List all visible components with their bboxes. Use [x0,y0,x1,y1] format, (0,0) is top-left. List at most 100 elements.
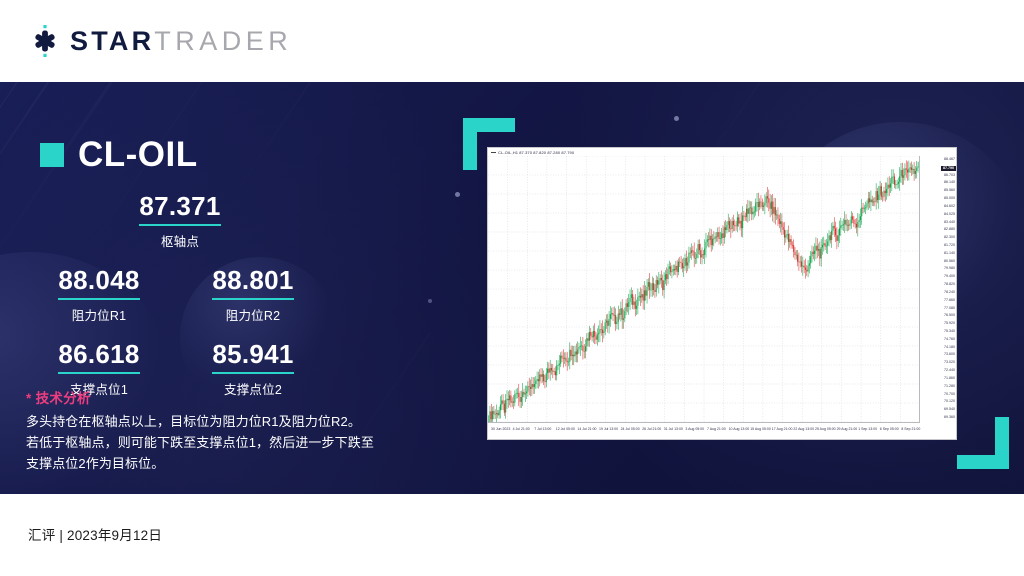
time-tick-label: 8 Sep 21:00 [901,427,921,431]
price-tick-label: 84.025 [944,211,955,216]
price-tick-label: 84.602 [944,203,955,208]
resistance-1-value: 88.048 [58,266,140,301]
time-tick-label: 1 Sep 13:00 [858,427,878,431]
page-footer: 汇评 | 2023年9月12日 [0,494,1024,576]
price-tick-label: 73.600 [944,352,955,357]
price-tick-label: 69.540 [944,407,955,412]
chart-ohlc-text: CL-OIL,H1 87.370 87.820 87.280 87.790 [498,150,575,155]
footer-text: 汇评 | 2023年9月12日 [28,528,163,543]
price-tick-label: 77.660 [944,297,955,302]
corner-bracket-bottom-right [957,417,1009,469]
price-tick-label: 76.500 [944,313,955,318]
stat-pivot-point: 87.371 枢轴点 [139,191,221,250]
brand-name-light: TRADER [154,25,293,56]
time-tick-label: 15 Aug 05:00 [750,427,771,431]
price-tick-label: 70.700 [944,391,955,396]
price-tick-label: 70.120 [944,399,955,404]
price-chart[interactable]: CL-OIL,H1 87.370 87.820 87.280 87.790 88… [487,147,957,440]
price-tick-label: 85.560 [944,188,955,193]
price-tick-label: 72.440 [944,368,955,373]
star-asterisk-icon [28,24,62,58]
price-tick-label: 69.360 [944,415,955,419]
price-tick-label: 79.980 [944,266,955,271]
time-tick-label: 17 Aug 21:00 [771,427,793,431]
pivot-point-label: 枢轴点 [160,235,200,250]
price-tick-label: 79.400 [944,274,955,279]
square-bullet-icon [40,142,64,167]
time-tick-label: 14 Jul 21:00 [577,427,597,431]
stat-support-2: 85.941 支撑点位2 [184,340,322,398]
bg-planet [180,257,340,417]
time-tick-label: 7 Aug 21:00 [707,427,726,431]
stat-support-1: 86.618 支撑点位1 [30,340,168,398]
resistance-1-label: 阻力位R1 [71,309,127,324]
time-tick-label: 26 Jul 21:00 [642,427,662,431]
support-2-value: 85.941 [212,340,294,375]
price-tick-label: 75.340 [944,329,955,333]
pivot-point-value: 87.371 [139,191,221,227]
price-tick-label: 81.720 [944,243,955,247]
price-tick-label: 74.180 [944,344,955,349]
time-tick-label: 6 Sep 05:00 [879,427,899,431]
stat-resistance-1: 88.048 阻力位R1 [30,266,168,324]
price-tick-label: 71.860 [944,375,955,380]
price-tick-label: 77.080 [944,305,955,310]
time-tick-label: 7 Jul 13:00 [534,427,552,431]
price-tick-label: 80.560 [944,258,955,263]
current-price-label: 87.790 [941,165,956,172]
bg-dot [455,192,460,197]
analysis-line-3: 支撑点位2作为目标位。 [26,456,165,472]
stat-resistance-2: 88.801 阻力位R2 [184,266,322,324]
instrument-symbol: CL-OIL [78,135,198,174]
time-tick-label: 3 Aug 05:00 [685,427,705,431]
support-1-value: 86.618 [58,340,140,375]
brand-logo: STARTRADER [28,24,292,58]
chart-time-axis: 30 Jun 2023 4 Jul 21:00 7 Jul 13:00 12 Jul … [488,422,920,439]
time-tick-label: 25 Aug 05:00 [815,427,836,431]
time-tick-label: 30 Jun 2023 [491,427,511,431]
resistance-2-label: 阻力位R2 [225,309,281,324]
price-tick-label: 81.140 [944,250,955,255]
time-tick-label: 31 Jul 13:00 [663,427,683,431]
price-tick-label: 82.300 [944,235,955,240]
brand-name: STARTRADER [70,25,293,56]
price-tick-label: 75.920 [944,321,955,326]
technical-analysis: * 技术分析 多头持仓在枢轴点以上，目标位为阻力位R1及阻力位R2。 若低于枢轴… [26,387,406,474]
time-tick-label: 10 Aug 13:00 [728,427,750,431]
chart-ohlc-header: CL-OIL,H1 87.370 87.820 87.280 87.790 [491,150,574,155]
analysis-title: * 技术分析 [26,391,91,406]
price-tick-label: 86.703 [944,172,955,177]
time-tick-label: 4 Jul 21:00 [512,427,530,431]
resistance-2-value: 88.801 [212,266,294,301]
bg-dot [428,299,432,303]
time-tick-label: 22 Aug 13:00 [793,427,815,431]
main-panel: CL-OIL 87.371 枢轴点 88.048 阻力位R1 88.801 阻力… [0,82,1024,494]
price-tick-label: 85.000 [944,196,955,201]
time-tick-label: 19 Jul 13:00 [599,427,619,431]
brand-name-bold: STAR [70,25,155,56]
support-2-label: 支撑点位2 [224,383,282,398]
chart-plot-area [488,156,920,422]
analysis-body: 多头持仓在枢轴点以上，目标位为阻力位R1及阻力位R2。 若低于枢轴点，则可能下跌… [26,411,406,474]
time-tick-label: 12 Jul 05:00 [555,427,575,431]
price-tick-label: 88.467 [944,157,955,161]
time-tick-label: 24 Jul 05:00 [620,427,640,431]
pivot-stats: 87.371 枢轴点 88.048 阻力位R1 88.801 阻力位R2 86.… [26,191,326,398]
chart-price-axis: 88.467 87.790 86.703 86.140 85.560 85.000 84.6… [919,156,956,422]
price-tick-label: 73.020 [944,360,955,365]
analysis-line-1: 多头持仓在枢轴点以上，目标位为阻力位R1及阻力位R2。 [26,414,361,429]
price-tick-label: 83.440 [944,219,955,224]
analysis-line-2: 若低于枢轴点，则可能下跌至支撑点位1，然后进一步下跌至 [26,435,374,451]
price-tick-label: 82.880 [944,227,955,232]
price-tick-label: 86.140 [944,180,955,185]
corner-bracket-top-left [463,118,515,170]
price-tick-label: 71.280 [944,383,955,388]
time-tick-label: 29 Aug 21:00 [836,427,858,431]
price-tick-label: 78.820 [944,282,955,287]
price-tick-label: 74.760 [944,336,955,341]
bg-dot [674,116,679,121]
instrument-title: CL-OIL [40,137,198,172]
page-header: STARTRADER [0,0,1024,82]
price-tick-label: 78.240 [944,289,955,294]
support-1-label: 支撑点位1 [70,383,128,398]
